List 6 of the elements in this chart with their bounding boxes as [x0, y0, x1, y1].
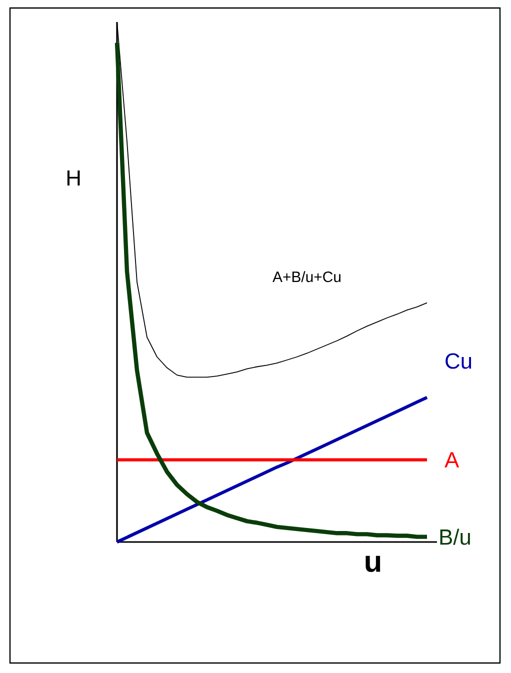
y-axis-title: H: [67, 170, 80, 186]
series-label: A: [444, 452, 460, 468]
series-label: B/u: [440, 528, 470, 545]
x-axis-title: u: [366, 556, 380, 572]
series-label: Cu: [446, 353, 472, 369]
text: A+B/u+Cu: [272, 271, 340, 282]
